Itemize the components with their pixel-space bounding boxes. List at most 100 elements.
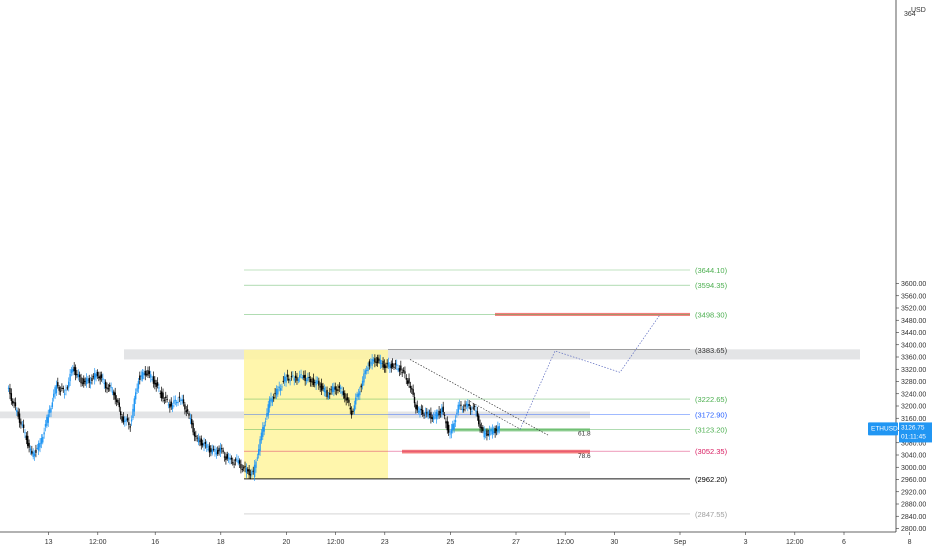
candle-body: [251, 471, 253, 475]
candle-body: [324, 391, 327, 393]
candle-body: [498, 425, 500, 430]
candle-body: [166, 399, 168, 401]
candle-body: [54, 387, 56, 395]
candle-body: [46, 416, 48, 426]
candle-body: [409, 385, 412, 389]
candle-body: [214, 448, 216, 452]
candle-body: [391, 363, 394, 367]
time-axis[interactable]: 13 12:00 16 18 20 12:00 23 25 27 12:00 30 Sep 3 12:00…: [0, 531, 912, 546]
candle-body: [73, 366, 75, 372]
candle-body: [92, 376, 95, 378]
level-label: (3594.35): [695, 281, 728, 290]
symbol-tag-label: ETHUSD: [871, 425, 898, 432]
candle-body: [199, 440, 201, 442]
candle-body: [132, 408, 134, 419]
candle-body: [204, 442, 207, 444]
candle-body: [241, 469, 243, 471]
last-price-tag[interactable]: ETHUSD 3126.75 01:11:45: [868, 422, 932, 443]
candle-body: [39, 442, 41, 448]
time-tick-label: 20: [283, 539, 291, 546]
candle-body: [102, 378, 104, 381]
candle-body: [200, 438, 202, 446]
candle-body: [452, 424, 454, 431]
candle-body: [236, 458, 238, 460]
candle-body: [185, 410, 187, 413]
time-tick-label: 13: [45, 539, 53, 546]
candle-body: [408, 378, 410, 384]
level-label: (3498.30): [695, 311, 728, 320]
candle-body: [303, 375, 305, 378]
candle-body: [206, 444, 208, 448]
candle-body: [457, 404, 459, 413]
price-tick-label: 3440.00: [901, 330, 926, 337]
candle-body: [160, 391, 163, 399]
candle-body: [84, 380, 86, 382]
candle-body: [13, 402, 15, 404]
candle-body: [300, 374, 302, 376]
candle-body: [461, 408, 464, 410]
candle-body: [9, 388, 11, 395]
candle-body: [355, 397, 357, 405]
candle-body: [372, 359, 375, 362]
price-tick-label: 3280.00: [901, 379, 926, 386]
candle-body: [119, 411, 122, 416]
candle-body: [434, 414, 436, 416]
candle-body: [124, 420, 126, 423]
candle-body: [273, 396, 275, 399]
candle-body: [385, 365, 387, 368]
candle-body: [364, 370, 366, 374]
candle-body: [121, 416, 123, 422]
candle-body: [156, 382, 159, 386]
candle-body: [36, 447, 38, 449]
candle-body: [63, 393, 66, 395]
candle-body: [151, 378, 153, 380]
candle-body: [293, 378, 295, 381]
candle-body: [180, 399, 182, 401]
candle-body: [141, 372, 144, 380]
candle-body: [361, 380, 364, 387]
candle-body: [352, 410, 354, 412]
candle-body: [267, 404, 269, 416]
candle-body: [396, 364, 398, 366]
candle-body: [83, 378, 85, 385]
candle-body: [301, 377, 304, 379]
candle-body: [154, 379, 156, 385]
candle-body: [191, 419, 193, 425]
candle-body: [277, 388, 279, 395]
candle-body: [37, 443, 40, 451]
candle-body: [110, 387, 112, 389]
candle-body: [128, 422, 130, 426]
candle-body: [152, 376, 155, 384]
candle-body: [263, 425, 265, 432]
candle-body: [27, 435, 29, 447]
candle-body: [244, 465, 246, 468]
candle-body: [337, 389, 339, 391]
candle-body: [70, 369, 73, 374]
time-tick-label: 12:00: [89, 539, 107, 546]
time-tick-label: 12:00: [786, 539, 804, 546]
candle-body: [423, 414, 425, 416]
candle-body: [47, 414, 49, 423]
candle-body: [449, 433, 451, 435]
candle-body: [96, 371, 99, 377]
candle-body: [342, 391, 345, 396]
candle-body: [285, 376, 287, 383]
candle-body: [144, 370, 146, 376]
candle-body: [435, 411, 438, 419]
time-tick-label: 23: [381, 539, 389, 546]
candle-body: [483, 430, 485, 438]
candle-body: [394, 363, 397, 365]
candle-body: [469, 407, 472, 411]
candle-body: [20, 421, 22, 425]
candle-body: [268, 399, 271, 408]
candle-body: [357, 393, 360, 397]
candle-body: [353, 405, 356, 412]
candle-body: [438, 410, 440, 416]
candle-body: [308, 376, 310, 378]
time-tick-label: 8: [908, 539, 912, 546]
candle-body: [460, 404, 462, 406]
candle-body: [72, 368, 74, 373]
candle-body: [139, 375, 141, 380]
level-label: (3644.10): [695, 266, 728, 275]
candle-body: [311, 381, 313, 383]
